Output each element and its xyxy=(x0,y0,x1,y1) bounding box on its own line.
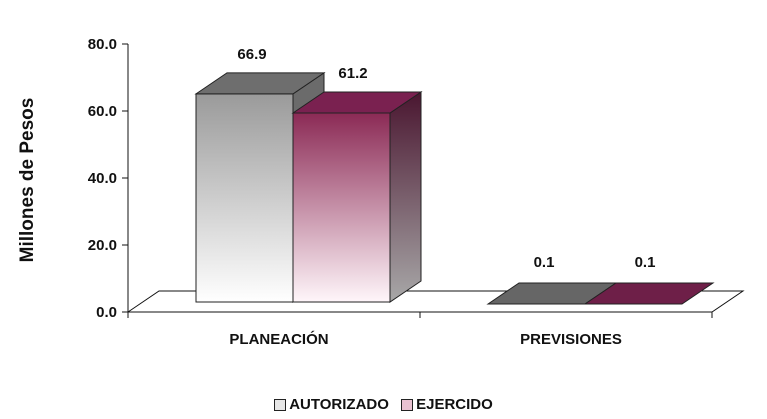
legend-item-autorizado: AUTORIZADO xyxy=(274,396,389,413)
legend-swatch-autorizado xyxy=(274,398,287,411)
bar-top xyxy=(291,91,423,114)
data-label: 0.1 xyxy=(534,254,555,271)
y-axis-label: Millones de Pesos xyxy=(17,98,38,263)
data-label: 66.9 xyxy=(237,46,266,63)
legend-item-ejercido: EJERCIDO xyxy=(401,396,493,413)
y-tick-label: 20.0 xyxy=(88,237,117,254)
bar-top xyxy=(194,72,326,95)
x-category-label: PREVISIONES xyxy=(520,331,622,348)
bar-top xyxy=(583,282,715,305)
data-label: 0.1 xyxy=(635,254,656,271)
bar-front xyxy=(292,112,391,303)
legend-label-autorizado: AUTORIZADO xyxy=(289,396,389,413)
bar-front xyxy=(195,93,294,303)
legend: AUTORIZADO EJERCIDO xyxy=(0,396,767,415)
bar-side xyxy=(389,91,422,303)
y-tick-label: 80.0 xyxy=(88,36,117,53)
legend-label-ejercido: EJERCIDO xyxy=(416,396,493,413)
y-tick-label: 40.0 xyxy=(88,170,117,187)
legend-swatch-ejercido xyxy=(401,398,414,411)
y-tick-label: 60.0 xyxy=(88,103,117,120)
x-category-label: PLANEACIÓN xyxy=(229,330,328,348)
data-label: 61.2 xyxy=(338,65,367,82)
y-tick-label: 0.0 xyxy=(96,304,117,321)
